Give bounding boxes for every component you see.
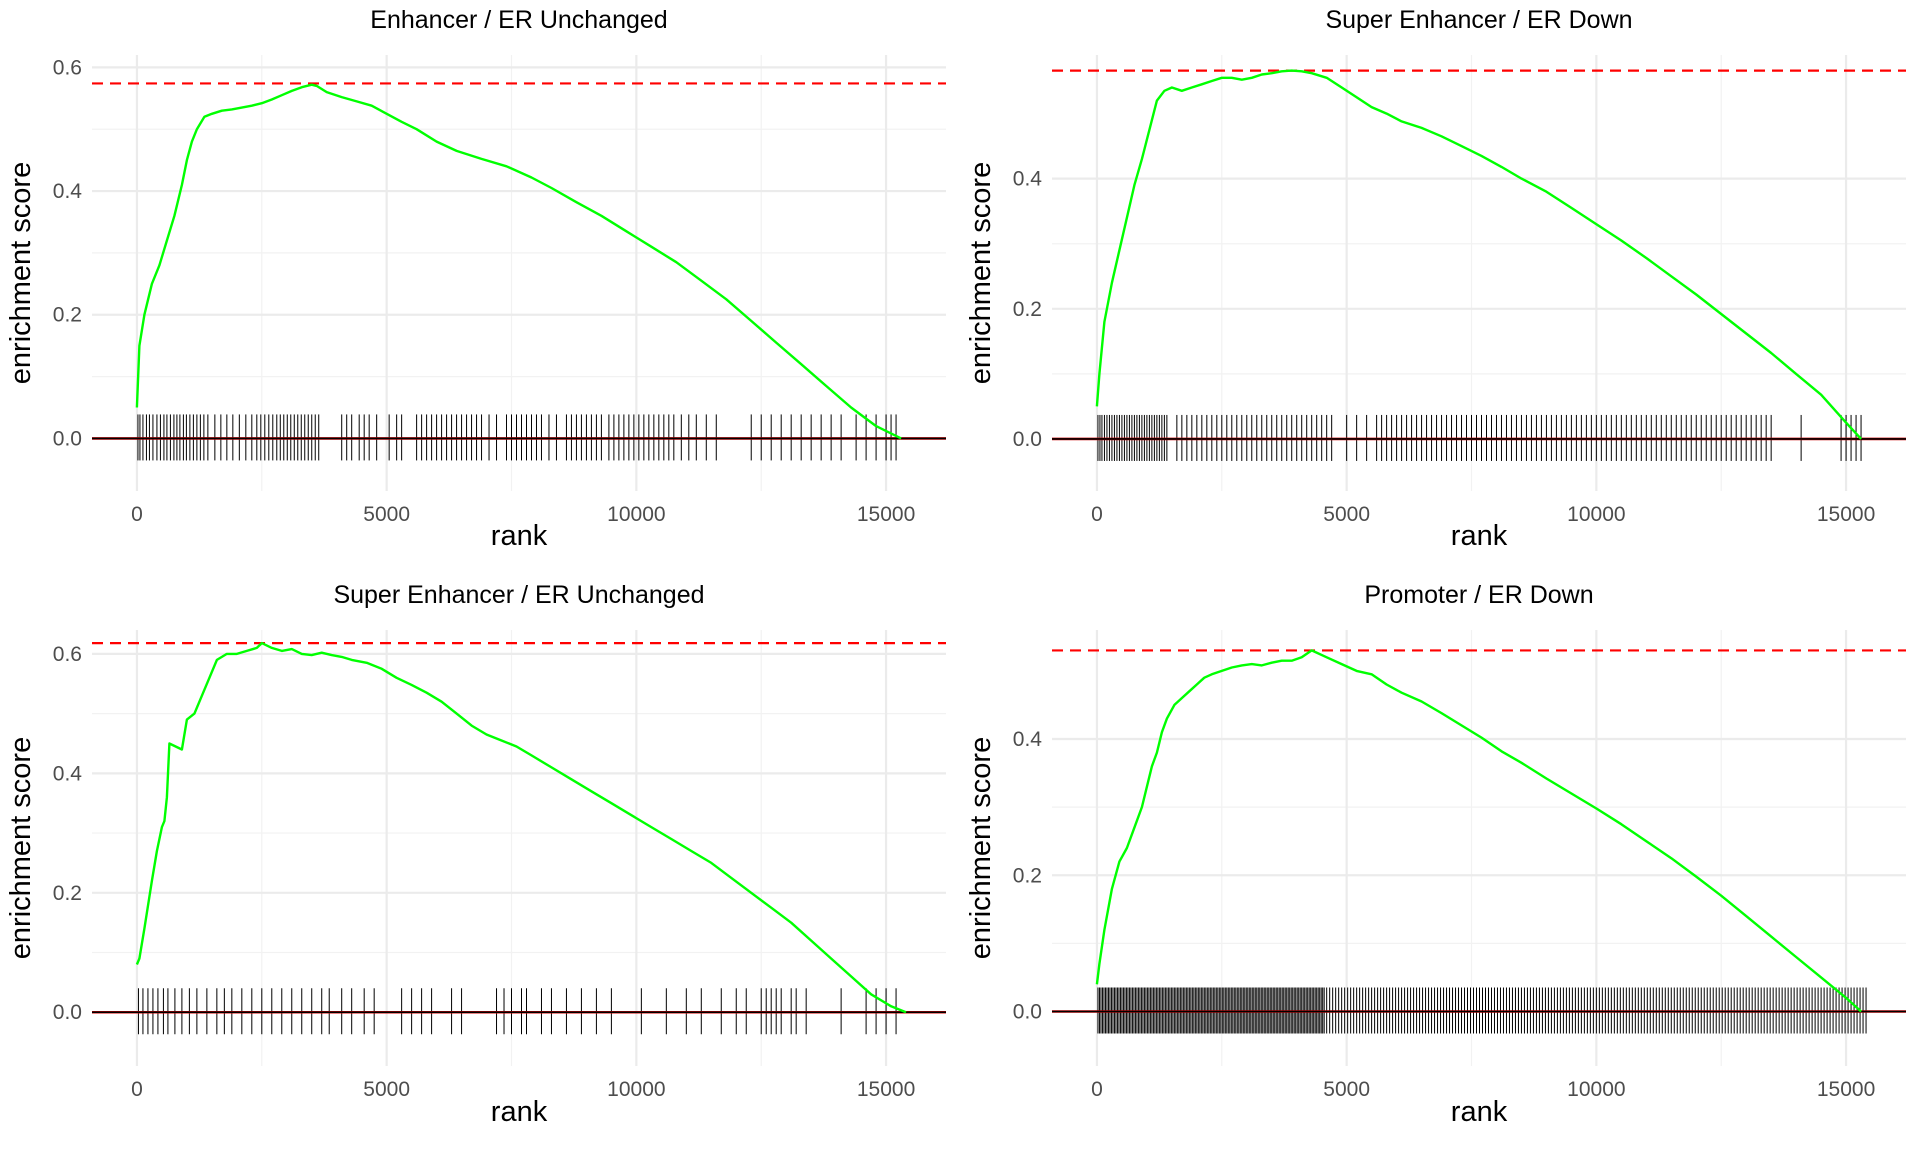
y-tick-label: 0.0 xyxy=(53,1001,82,1024)
y-tick-label: 0.0 xyxy=(53,427,82,450)
panel-promoter-er-down: 0 5000 10000 15000 0.0 0.2 0.4 Promoter / ER Do… xyxy=(965,581,1906,1128)
y-tick-label: 0.2 xyxy=(1013,298,1042,321)
y-tick-label: 0.6 xyxy=(53,56,82,79)
es-curve xyxy=(1095,649,1862,1013)
x-tick-label: 0 xyxy=(1091,503,1103,526)
x-tick-label: 15000 xyxy=(1817,1078,1875,1101)
y-tick-label: 0.6 xyxy=(53,643,82,666)
es-curve xyxy=(135,83,902,440)
x-tick-label: 10000 xyxy=(607,1078,665,1101)
x-tick-label: 0 xyxy=(131,1078,143,1101)
y-tick-label: 0.4 xyxy=(53,180,83,203)
y-tick-label: 0.4 xyxy=(1013,168,1043,191)
x-tick-label: 5000 xyxy=(363,503,410,526)
x-tick-label: 10000 xyxy=(1567,503,1625,526)
y-axis-title: enrichment score xyxy=(5,737,37,959)
y-tick-label: 0.2 xyxy=(53,304,82,327)
x-tick-label: 15000 xyxy=(857,503,915,526)
panel-title: Super Enhancer / ER Down xyxy=(1325,6,1632,34)
panel-super-enhancer-er-down: 0 5000 10000 15000 0.0 0.2 0.4 Super Enhancer /… xyxy=(965,6,1906,552)
y-tick-label: 0.0 xyxy=(1013,428,1042,451)
x-axis-title: rank xyxy=(491,1096,548,1128)
panel-super-enhancer-er-unchanged: 0 5000 10000 15000 0.0 0.2 0.4 0.6 Super Enhance… xyxy=(5,581,946,1128)
x-tick-label: 0 xyxy=(131,503,143,526)
y-tick-label: 0.4 xyxy=(1013,728,1043,751)
x-tick-label: 10000 xyxy=(1567,1078,1625,1101)
x-tick-label: 15000 xyxy=(1817,503,1875,526)
y-tick-label: 0.2 xyxy=(53,882,82,905)
es-curve xyxy=(135,641,907,1014)
x-tick-label: 5000 xyxy=(1323,1078,1370,1101)
y-tick-label: 0.0 xyxy=(1013,1001,1042,1024)
y-tick-label: 0.2 xyxy=(1013,864,1042,887)
panel-title: Enhancer / ER Unchanged xyxy=(370,6,667,34)
x-axis-title: rank xyxy=(1451,1096,1508,1128)
panel-enhancer-er-unchanged: 0 5000 10000 15000 0.0 0.2 0.4 0.6 Enhancer / ER… xyxy=(5,6,946,552)
x-axis-title: rank xyxy=(1451,520,1508,552)
panel-title: Promoter / ER Down xyxy=(1364,581,1593,609)
x-tick-label: 5000 xyxy=(1323,503,1370,526)
y-axis-title: enrichment score xyxy=(5,162,37,384)
x-tick-label: 0 xyxy=(1091,1078,1103,1101)
y-tick-label: 0.4 xyxy=(53,762,83,785)
x-tick-label: 15000 xyxy=(857,1078,915,1101)
y-axis-title: enrichment score xyxy=(965,162,997,384)
x-tick-label: 10000 xyxy=(607,503,665,526)
y-axis-title: enrichment score xyxy=(965,737,997,959)
x-axis-title: rank xyxy=(491,520,548,552)
panel-title: Super Enhancer / ER Unchanged xyxy=(333,581,704,609)
x-tick-label: 5000 xyxy=(363,1078,410,1101)
es-curve xyxy=(1095,69,1862,440)
